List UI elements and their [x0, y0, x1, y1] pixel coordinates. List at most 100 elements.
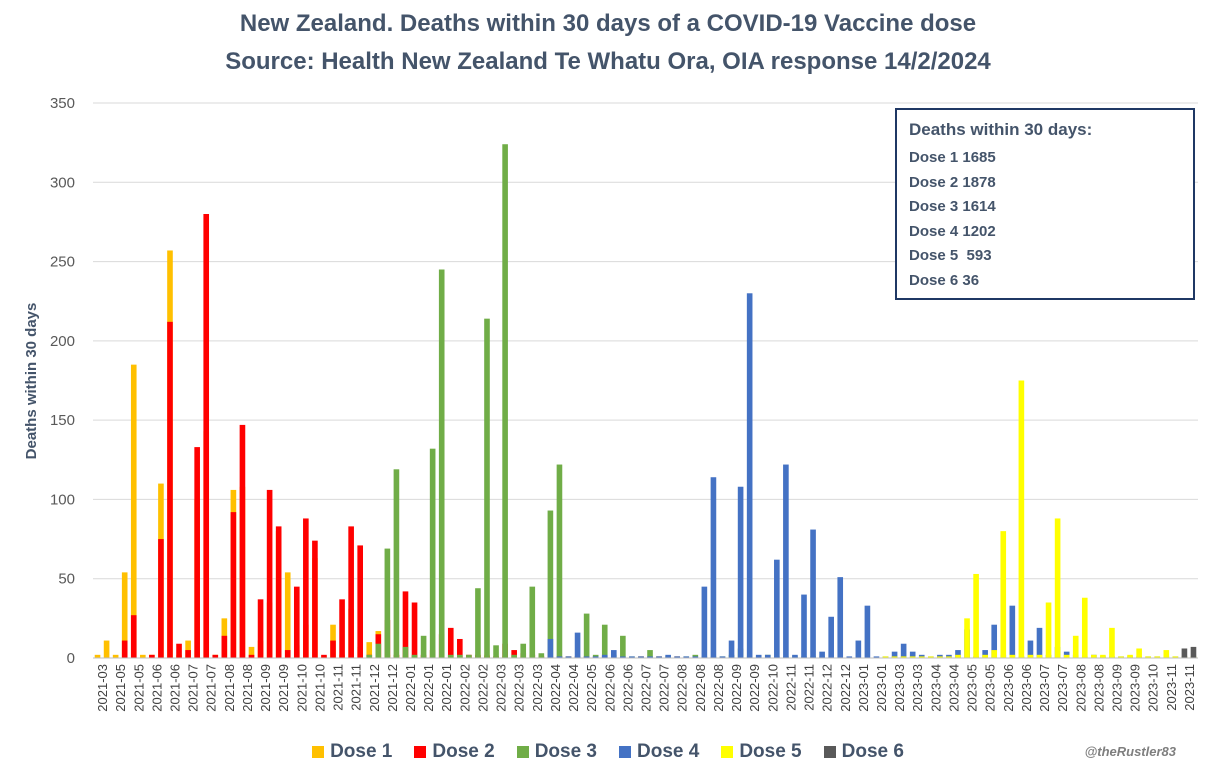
bar — [1000, 531, 1007, 658]
legend-swatch — [414, 746, 427, 758]
bar — [475, 588, 481, 658]
y-tick-label: 0 — [67, 650, 75, 667]
bar — [1109, 627, 1115, 658]
x-tick-label: 2022-08 — [711, 664, 726, 712]
x-tick-label: 2023-04 — [946, 664, 961, 712]
y-tick-label: 150 — [50, 412, 75, 429]
bar — [1154, 656, 1161, 658]
x-tick-label: 2023-10 — [1146, 664, 1161, 712]
x-tick-label: 2021-11 — [331, 664, 346, 711]
bar — [792, 654, 798, 658]
legend-item-dose-6: Dose 6 — [823, 741, 904, 763]
bar — [447, 627, 454, 658]
bar — [1190, 646, 1197, 658]
bar — [511, 650, 517, 658]
bar — [620, 635, 626, 658]
bar — [755, 654, 762, 658]
x-tick-label: 2022-07 — [639, 664, 654, 712]
x-tick-label: 2023-03 — [910, 664, 925, 712]
bar — [592, 656, 599, 658]
bar — [620, 656, 626, 658]
x-tick-label: 2021-11 — [349, 664, 364, 711]
x-tick-label: 2022-01 — [439, 664, 454, 712]
legend-label: Dose 1 — [330, 741, 393, 762]
x-tick-label: 2022-03 — [530, 664, 545, 712]
x-tick-label: 2023-09 — [1109, 664, 1124, 712]
x-tick-label: 2021-12 — [385, 664, 400, 712]
bar — [1036, 627, 1043, 658]
bar — [701, 586, 708, 658]
bar — [774, 559, 780, 658]
legend-item-dose-4: Dose 4 — [619, 741, 699, 763]
bar — [457, 638, 463, 658]
bar — [891, 651, 898, 658]
bar — [810, 529, 816, 658]
bar — [230, 512, 237, 658]
x-tick-label: 2021-07 — [186, 664, 201, 712]
x-tick-label: 2022-06 — [620, 664, 635, 712]
x-tick-label: 2023-01 — [874, 664, 889, 712]
bar — [837, 577, 844, 658]
bar — [918, 656, 925, 658]
bar — [728, 640, 735, 658]
bar — [348, 526, 354, 658]
x-tick-label: 2022-09 — [729, 664, 744, 712]
info-box-heading: Deaths within 30 days: — [909, 120, 1093, 139]
x-tick-label: 2023-01 — [856, 664, 871, 712]
bar — [94, 654, 101, 658]
x-tick-label: 2022-11 — [783, 664, 798, 711]
bar — [339, 599, 345, 658]
x-tick-label: 2021-10 — [312, 664, 327, 712]
bar — [764, 654, 771, 658]
x-tick-label: 2023-11 — [1164, 664, 1179, 711]
totals-info-box: Deaths within 30 days: Dose 1 1685 Dose … — [895, 108, 1195, 300]
bar — [393, 469, 400, 658]
x-tick-label: 2023-05 — [983, 664, 998, 712]
y-tick-label: 300 — [50, 174, 75, 191]
bar — [737, 486, 744, 658]
bar — [1054, 518, 1061, 658]
bar — [610, 650, 617, 658]
x-tick-label: 2022-02 — [475, 664, 490, 712]
bar — [692, 656, 699, 658]
bar — [710, 477, 717, 658]
bar — [185, 650, 191, 658]
bar — [402, 646, 409, 658]
bar — [1009, 654, 1016, 658]
bar — [203, 214, 210, 658]
bar — [248, 646, 255, 658]
bar — [891, 656, 898, 658]
bar — [176, 643, 182, 658]
bar — [447, 654, 454, 658]
legend-item-dose-5: Dose 5 — [721, 741, 802, 763]
bar — [429, 448, 436, 658]
legend-item-dose-3: Dose 3 — [516, 741, 597, 763]
bar — [248, 654, 255, 658]
x-tick-label: 2021-08 — [222, 664, 237, 712]
bar — [212, 654, 219, 658]
legend-swatch — [516, 746, 529, 758]
bar — [955, 654, 961, 658]
bar — [991, 624, 998, 658]
bar — [520, 643, 527, 658]
bar — [828, 616, 834, 658]
x-tick-label: 2022-11 — [802, 664, 817, 711]
x-tick-label: 2022-02 — [457, 664, 472, 712]
bar — [583, 656, 590, 658]
x-tick-label: 2023-06 — [1001, 664, 1016, 712]
x-tick-label: 2023-05 — [965, 664, 980, 712]
bar — [1172, 656, 1179, 658]
legend-swatch — [312, 746, 325, 758]
bar — [130, 364, 137, 658]
x-tick-label: 2022-03 — [512, 664, 527, 712]
x-tick-label: 2022-10 — [765, 664, 780, 712]
info-row-dose-3: Dose 3 1614 — [909, 198, 996, 215]
bar — [266, 489, 273, 658]
bar — [1027, 654, 1034, 658]
bar — [801, 594, 807, 658]
legend-label: Dose 6 — [841, 741, 904, 762]
bar — [964, 618, 970, 658]
bar — [275, 526, 282, 658]
bar — [366, 642, 373, 658]
